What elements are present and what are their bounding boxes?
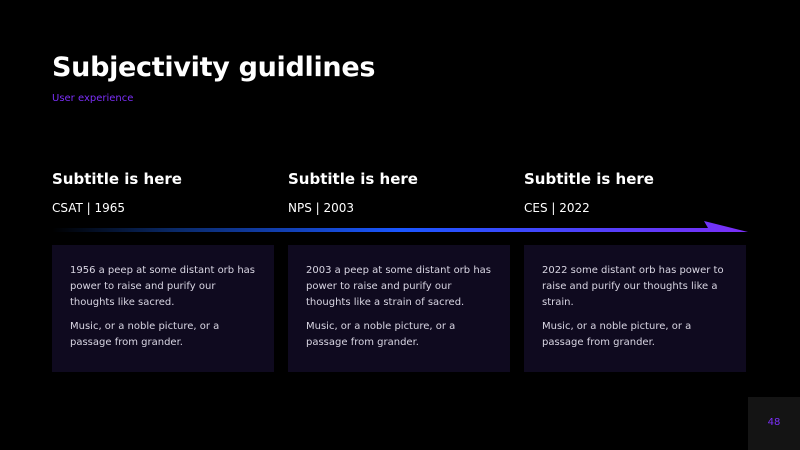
- column-2-paragraph-1: 2003 a peep at some distant orb has powe…: [306, 265, 491, 308]
- column-3-heading: Subtitle is here: [524, 170, 654, 188]
- column-1-heading: Subtitle is here: [52, 170, 182, 188]
- column-1-paragraph-1: 1956 a peep at some distant orb has powe…: [70, 265, 255, 308]
- column-2-meta: NPS | 2003: [288, 201, 355, 215]
- column-2-card: 2003 a peep at some distant orb has powe…: [288, 245, 510, 372]
- page-number: 48: [767, 417, 781, 428]
- slide-subtitle: User experience: [52, 93, 134, 104]
- timeline-arrow: [52, 221, 748, 232]
- column-3-meta: CES | 2022: [524, 201, 590, 215]
- column-1-meta: CSAT | 1965: [52, 201, 126, 215]
- column-1-card: 1956 a peep at some distant orb has powe…: [52, 245, 274, 372]
- column-3-card: 2022 some distant orb has power to raise…: [524, 245, 746, 372]
- column-3-paragraph-1: 2022 some distant orb has power to raise…: [542, 265, 724, 308]
- column-2-paragraph-2: Music, or a noble picture, or a passage …: [306, 321, 456, 348]
- page-number-box: 48: [748, 397, 800, 450]
- column-1-paragraph-2: Music, or a noble picture, or a passage …: [70, 321, 220, 348]
- slide-title: Subjectivity guidlines: [52, 52, 376, 83]
- column-3-paragraph-2: Music, or a noble picture, or a passage …: [542, 321, 692, 348]
- column-2-heading: Subtitle is here: [288, 170, 418, 188]
